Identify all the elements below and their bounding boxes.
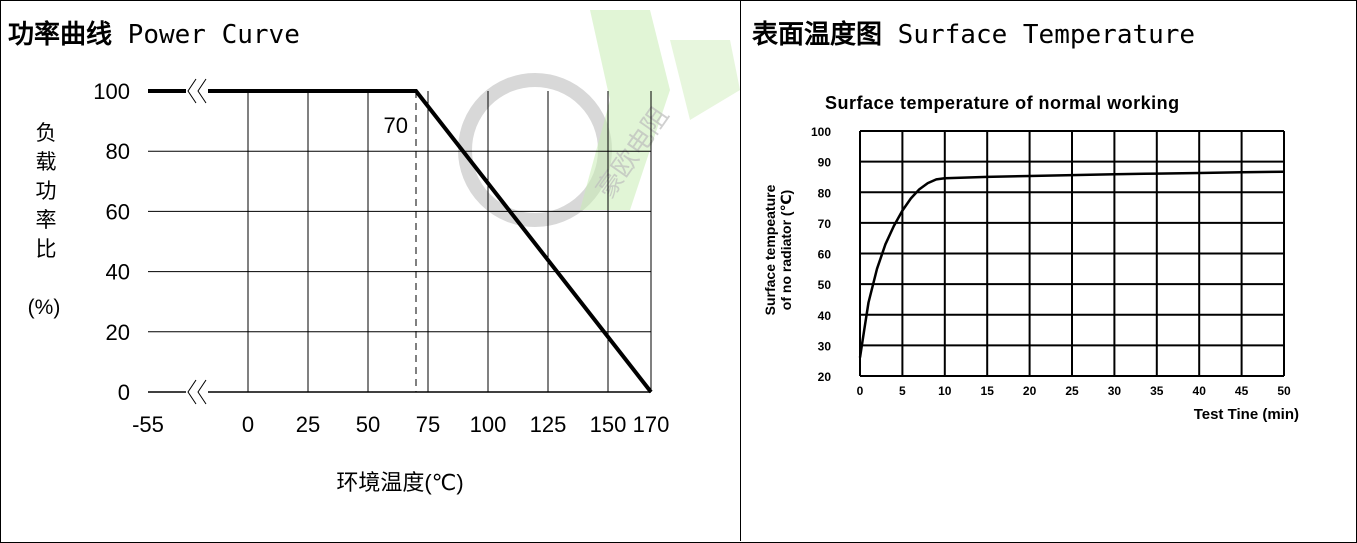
y-tick-label: 20 (106, 320, 130, 345)
x-tick-label: 75 (416, 412, 440, 437)
surface-temperature-title-zh: 表面温度图 (752, 20, 883, 50)
surface-temperature-title: 表面温度图 Surface Temperature (752, 14, 1195, 51)
y-tick-label: 80 (818, 186, 832, 200)
annotation-70: 70 (384, 113, 408, 138)
power-curve-title: 功率曲线 Power Curve (8, 14, 300, 51)
y-axis-label-line: Surface tempeature (762, 184, 778, 315)
x-tick-label: 10 (938, 384, 952, 398)
y-axis-label-char: 率 (36, 209, 57, 232)
y-tick-label: 70 (818, 217, 832, 231)
power-curve-line (208, 89, 653, 394)
x-tick-label: 35 (1150, 384, 1164, 398)
x-tick-label: 125 (530, 412, 567, 437)
y-axis-label-unit: (%) (28, 296, 61, 319)
x-tick-label: -55 (132, 412, 164, 437)
axis-break-top (187, 78, 207, 104)
y-axis-label-char: 功 (36, 180, 57, 203)
x-tick-label: 45 (1235, 384, 1249, 398)
power-curve-title-zh: 功率曲线 (8, 20, 113, 50)
y-axis-label-char: 负 (36, 122, 57, 145)
x-tick-label: 0 (857, 384, 864, 398)
axis-break-bottom (187, 379, 207, 405)
y-tick-label: 100 (93, 79, 130, 104)
x-tick-label: 100 (470, 412, 507, 437)
x-tick-label: 30 (1108, 384, 1122, 398)
x-tick-label: 5 (899, 384, 906, 398)
y-tick-label: 80 (106, 139, 130, 164)
x-tick-label: 25 (1065, 384, 1079, 398)
y-tick-label: 20 (818, 370, 832, 384)
surface-temperature-chart: Surface temperature of normal working 20 3… (762, 93, 1299, 423)
y-tick-label: 30 (818, 339, 832, 353)
y-tick-label: 50 (818, 278, 832, 292)
chart-title: Surface temperature of normal working (825, 93, 1180, 113)
y-tick-label: 60 (106, 199, 130, 224)
x-tick-label: 150 (590, 412, 627, 437)
panel-divider (740, 0, 741, 541)
x-tick-label: 50 (1277, 384, 1291, 398)
x-tick-label: 15 (981, 384, 995, 398)
y-axis-label-char: 比 (36, 238, 57, 261)
x-tick-label: 40 (1193, 384, 1207, 398)
y-tick-label: 90 (818, 156, 832, 170)
x-tick-label: 25 (296, 412, 320, 437)
temperature-curve (858, 170, 1285, 358)
power-curve-title-en: Power Curve (127, 20, 300, 50)
x-axis-label: 环境温度(℃) (336, 470, 463, 495)
x-axis-label: Test Tine (min) (1194, 406, 1299, 423)
surface-temperature-title-en: Surface Temperature (897, 20, 1196, 50)
y-tick-label: 0 (118, 380, 130, 405)
x-tick-label: 170 (633, 412, 670, 437)
y-tick-label: 40 (818, 309, 832, 323)
x-tick-label: 0 (242, 412, 254, 437)
x-tick-label: 50 (356, 412, 380, 437)
y-tick-label: 100 (811, 125, 831, 139)
y-tick-label: 40 (106, 260, 130, 285)
x-tick-label: 20 (1023, 384, 1037, 398)
y-tick-label: 60 (818, 248, 832, 262)
y-axis-label-char: 载 (36, 151, 57, 174)
y-axis-label-line: of no radiator (℃) (778, 190, 794, 310)
